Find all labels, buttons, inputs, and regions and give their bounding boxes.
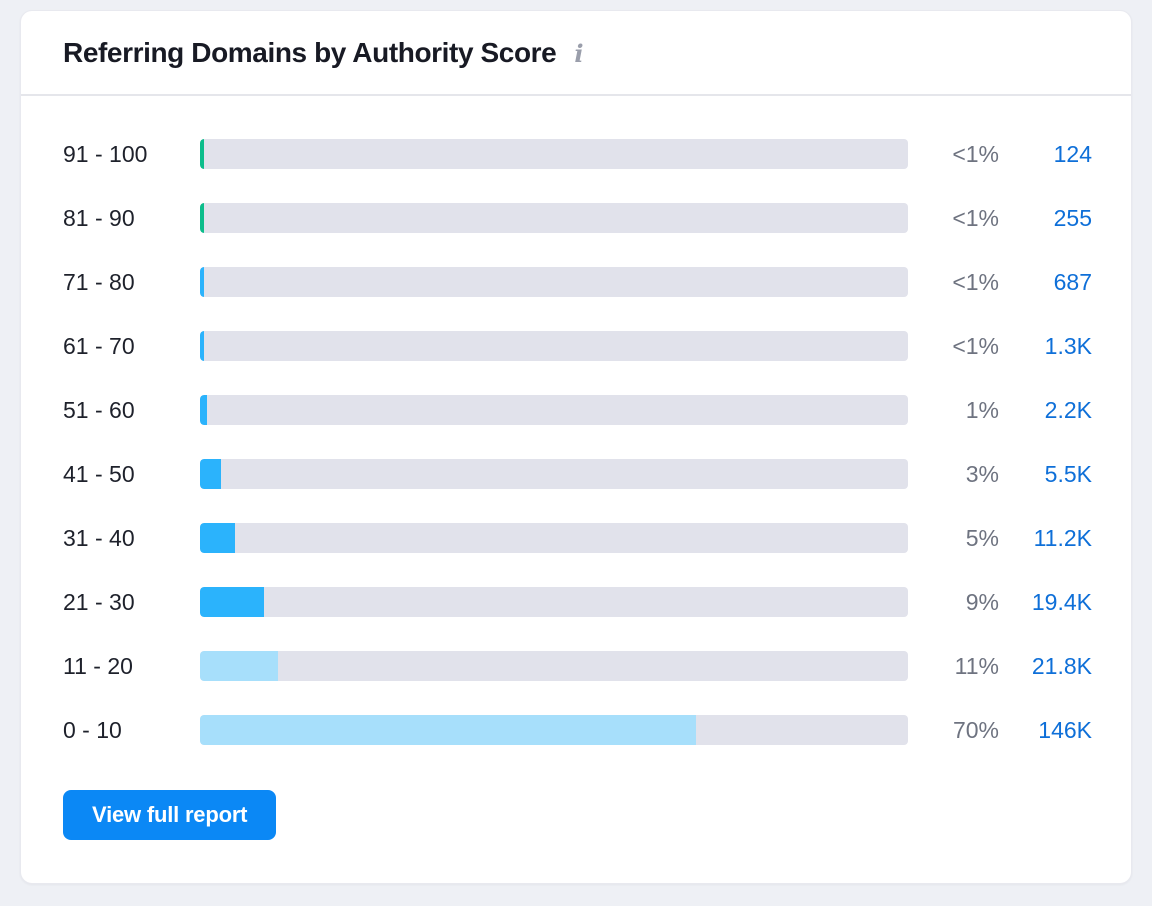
score-range-label: 71 - 80 — [63, 268, 135, 295]
score-range-row: 51 - 60 1% 2.2K — [63, 378, 1092, 442]
bar-track — [200, 715, 908, 745]
bar-track — [200, 203, 908, 233]
bar-track — [200, 331, 908, 361]
count-link[interactable]: 21.8K — [1031, 652, 1092, 679]
percent-value: <1% — [952, 140, 999, 167]
score-range-label: 0 - 10 — [63, 716, 122, 743]
score-range-row: 11 - 20 11% 21.8K — [63, 634, 1092, 698]
bar-fill — [200, 139, 205, 169]
view-full-report-button[interactable]: View full report — [63, 790, 277, 840]
info-icon[interactable]: i — [574, 38, 584, 68]
score-range-label: 11 - 20 — [63, 652, 133, 679]
score-range-label: 81 - 90 — [63, 204, 135, 231]
count-link[interactable]: 255 — [1053, 204, 1092, 231]
score-range-row: 31 - 40 5% 11.2K — [63, 506, 1092, 570]
percent-value: 11% — [954, 652, 999, 679]
score-range-row: 81 - 90 <1% 255 — [63, 186, 1092, 250]
bar-track — [200, 523, 908, 553]
percent-value: 1% — [965, 396, 999, 423]
bar-track — [200, 587, 908, 617]
bar-track — [200, 267, 908, 297]
count-link[interactable]: 5.5K — [1044, 460, 1092, 487]
percent-value: 3% — [965, 460, 999, 487]
card-header: Referring Domains by Authority Score i — [21, 11, 1131, 96]
bar-fill — [200, 459, 222, 489]
score-range-label: 91 - 100 — [63, 140, 148, 167]
count-link[interactable]: 11.2K — [1033, 524, 1092, 551]
percent-value: 5% — [965, 524, 999, 551]
score-range-row: 71 - 80 <1% 687 — [63, 250, 1092, 314]
bar-fill — [200, 267, 205, 297]
score-range-row: 21 - 30 9% 19.4K — [63, 570, 1092, 634]
card-title: Referring Domains by Authority Score — [63, 36, 557, 68]
bar-track — [200, 139, 908, 169]
score-range-label: 51 - 60 — [63, 396, 135, 423]
percent-value: <1% — [952, 204, 999, 231]
score-range-label: 61 - 70 — [63, 332, 135, 359]
bar-fill — [200, 331, 205, 361]
referring-domains-card: Referring Domains by Authority Score i 9… — [20, 10, 1132, 884]
count-link[interactable]: 146K — [1038, 716, 1092, 743]
percent-value: <1% — [952, 268, 999, 295]
bar-fill — [200, 651, 278, 681]
count-link[interactable]: 687 — [1053, 268, 1092, 295]
bar-track — [200, 459, 908, 489]
count-link[interactable]: 2.2K — [1044, 396, 1092, 423]
score-range-label: 21 - 30 — [63, 588, 135, 615]
percent-value: <1% — [952, 332, 999, 359]
count-link[interactable]: 19.4K — [1031, 588, 1092, 615]
percent-value: 9% — [965, 588, 999, 615]
score-range-row: 0 - 10 70% 146K — [63, 698, 1092, 762]
count-link[interactable]: 1.3K — [1044, 332, 1092, 359]
authority-score-bar-chart: 91 - 100 <1% 124 81 - 90 <1% 255 71 - 80… — [21, 96, 1131, 762]
count-link[interactable]: 124 — [1053, 140, 1092, 167]
bar-fill — [200, 523, 236, 553]
score-range-row: 91 - 100 <1% 124 — [63, 122, 1092, 186]
score-range-label: 41 - 50 — [63, 460, 135, 487]
bar-fill — [200, 587, 264, 617]
percent-value: 70% — [952, 716, 999, 743]
score-range-row: 41 - 50 3% 5.5K — [63, 442, 1092, 506]
bar-fill — [200, 715, 696, 745]
bar-fill — [200, 395, 208, 425]
score-range-row: 61 - 70 <1% 1.3K — [63, 314, 1092, 378]
bar-track — [200, 395, 908, 425]
bar-track — [200, 651, 908, 681]
score-range-label: 31 - 40 — [63, 524, 135, 551]
bar-fill — [200, 203, 205, 233]
